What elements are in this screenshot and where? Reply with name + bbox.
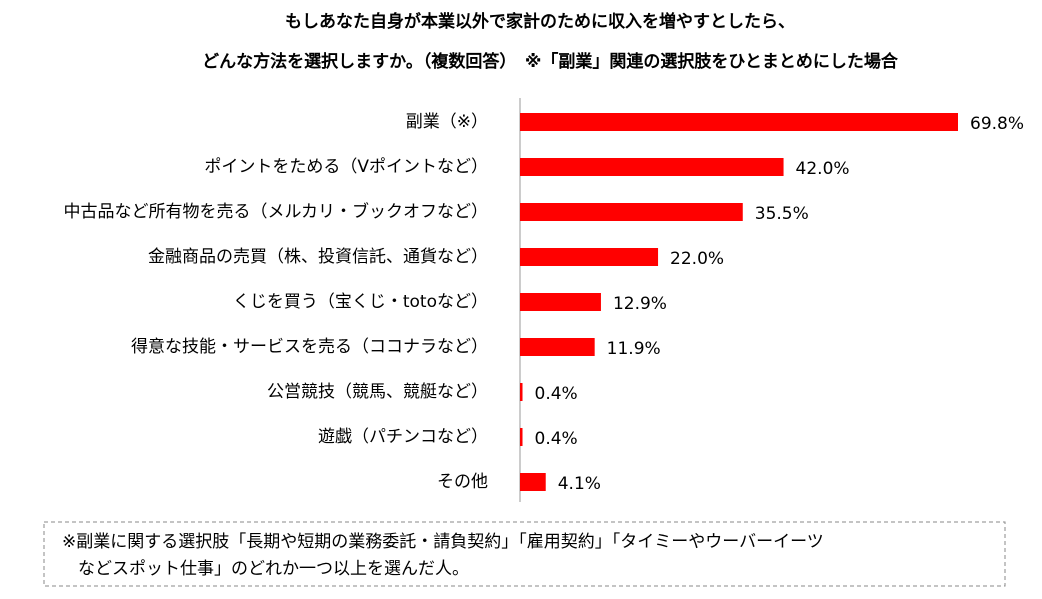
chart-title: どんな方法を選択しますか。（複数回答） ※「副業」関連の選択肢をひとまとめにした… xyxy=(202,51,899,72)
category-label: その他 xyxy=(437,472,488,492)
value-label: 0.4% xyxy=(535,429,578,449)
category-label: 中古品など所有物を売る（メルカリ・ブックオフなど） xyxy=(64,201,489,222)
category-label: 得意な技能・サービスを売る（ココナラなど） xyxy=(131,337,488,357)
category-label: 公営競技（競馬、競艇など） xyxy=(267,382,488,402)
bar xyxy=(520,203,743,221)
category-label: 副業（※） xyxy=(406,112,488,132)
bar xyxy=(520,473,546,491)
bar xyxy=(520,428,523,446)
bar xyxy=(520,383,523,401)
value-label: 12.9% xyxy=(613,294,667,314)
category-label: ポイントをためる（Vポイントなど） xyxy=(204,157,488,177)
category-label: 遊戯（パチンコなど） xyxy=(318,427,488,447)
value-label: 0.4% xyxy=(535,384,578,404)
value-label: 22.0% xyxy=(670,249,724,269)
bar xyxy=(520,338,595,356)
footnote: ※副業に関する選択肢「長期や短期の業務委託・請負契約」「雇用契約」「タイミーやウ… xyxy=(62,532,824,552)
footnote-box xyxy=(43,521,1006,587)
value-label: 42.0% xyxy=(796,159,850,179)
bar xyxy=(520,248,659,266)
bar xyxy=(520,113,958,131)
value-label: 69.8% xyxy=(970,114,1024,134)
category-label: くじを買う（宝くじ・totoなど） xyxy=(233,292,488,312)
bar xyxy=(520,293,601,311)
footnote: などスポット仕事」のどれか一つ以上を選んだ人。 xyxy=(78,559,469,579)
value-label: 35.5% xyxy=(755,204,809,224)
bar xyxy=(520,158,784,176)
value-label: 11.9% xyxy=(607,339,661,359)
chart-title: もしあなた自身が本業以外で家計のために収入を増やすとしたら、 xyxy=(285,11,795,32)
category-label: 金融商品の売買（株、投資信託、通貨など） xyxy=(148,247,488,267)
value-label: 4.1% xyxy=(558,474,601,494)
